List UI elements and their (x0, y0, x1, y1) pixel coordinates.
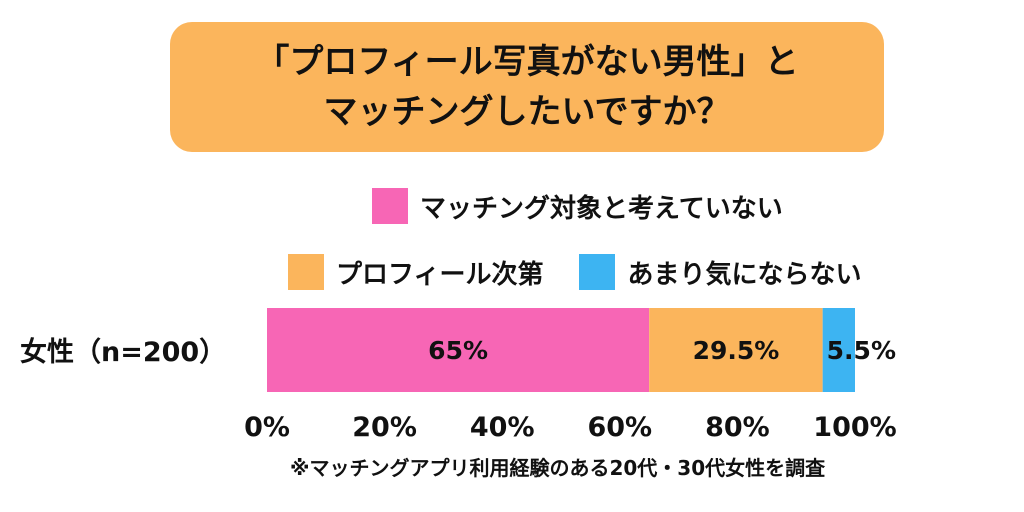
x-tick-label-3: 60% (587, 412, 652, 443)
bar-segment-2 (822, 308, 855, 392)
legend-label-dont-mind: あまり気にならない (627, 259, 862, 290)
legend-item-not-considered: マッチング対象と考えていない (372, 188, 783, 225)
legend-swatch-blue (579, 254, 616, 290)
footnote: ※マッチングアプリ利用経験のある20代・30代女性を調査 (290, 456, 826, 480)
legend-row-2: プロフィール次第 あまり気にならない (288, 252, 898, 292)
legend-swatch-orange (288, 254, 324, 290)
x-tick-label-0: 0% (244, 412, 290, 443)
title-line-2: マッチングしたいですか？ (323, 92, 731, 132)
title-line-1: 「プロフィール写真がない男性」と (255, 42, 799, 82)
data-label-1: 29.5% (693, 336, 780, 365)
x-tick-label-1: 20% (352, 412, 417, 443)
category-label: 女性（n=200） (20, 337, 227, 368)
x-tick-label-2: 40% (470, 412, 535, 443)
bar-segment-0 (267, 308, 650, 392)
data-label-0: 65% (428, 336, 488, 365)
bar-segment-1 (649, 308, 823, 392)
x-tick-label-4: 80% (705, 412, 770, 443)
legend-swatch-pink (372, 188, 408, 224)
data-label-2: 5.5% (827, 336, 896, 365)
legend-item-depends-on-profile: プロフィール次第 (288, 254, 543, 291)
legend-row-1: マッチング対象と考えていない (372, 186, 819, 226)
title-box: 「プロフィール写真がない男性」と マッチングしたいですか？ (170, 22, 884, 152)
legend-item-dont-mind: あまり気にならない (579, 254, 862, 291)
x-tick-label-5: 100% (813, 412, 896, 443)
legend-label-depends-on-profile: プロフィール次第 (336, 259, 544, 290)
legend-label-not-considered: マッチング対象と考えていない (420, 193, 783, 224)
